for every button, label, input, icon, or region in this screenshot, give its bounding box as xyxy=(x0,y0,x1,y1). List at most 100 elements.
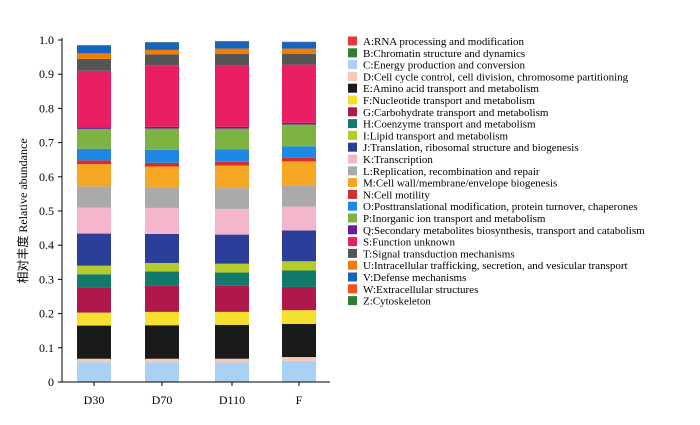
bar-segment xyxy=(145,362,179,382)
bar-segment xyxy=(215,161,249,166)
bar-segment xyxy=(282,360,316,382)
legend-swatch xyxy=(348,272,357,282)
bar-segment xyxy=(77,325,111,359)
legend-swatch xyxy=(348,225,357,235)
bar-segment xyxy=(215,272,249,286)
legend-label: I:Lipid transport and metabolism xyxy=(363,130,509,142)
axes: 0 0.1 0.2 0.3 0.4 0.5 0.6 0.7 0.8 0.9 1.0 D30 D70 D11… xyxy=(15,33,330,407)
bar-segment xyxy=(77,312,111,326)
x-tick-label: D110 xyxy=(219,393,245,407)
legend-label: D:Cell cycle control, cell division, chr… xyxy=(363,71,629,83)
bar-segment xyxy=(215,311,249,325)
legend-swatch xyxy=(348,166,357,176)
bar-segment xyxy=(145,128,179,150)
legend-label: Z:Cytoskeleton xyxy=(363,296,431,308)
legend-label: V:Defense mechanisms xyxy=(363,272,466,284)
x-tick-label: D70 xyxy=(152,393,173,407)
bar-segment xyxy=(282,42,316,49)
bar-segment xyxy=(282,124,316,147)
bar-segment xyxy=(282,157,316,162)
legend-label: S:Function unknown xyxy=(363,237,455,249)
bar-segment xyxy=(215,165,249,189)
bar-segment xyxy=(282,270,316,287)
bar-segment xyxy=(77,186,111,208)
plot-area xyxy=(77,41,316,382)
legend-label: K:Transcription xyxy=(363,154,433,166)
bar-segment xyxy=(77,53,111,59)
bar-segment xyxy=(215,54,249,66)
bar-segment xyxy=(282,206,316,231)
bar-segment xyxy=(215,285,249,312)
legend-swatch xyxy=(348,71,357,81)
legend-swatch xyxy=(348,119,357,129)
legend-label: O:Posttranslational modification, protei… xyxy=(363,201,638,213)
legend-swatch xyxy=(348,142,357,152)
bar-segment xyxy=(282,53,316,65)
legend-label: A:RNA processing and modification xyxy=(363,36,525,48)
bar-segment xyxy=(282,323,316,358)
legend-label: P:Inorganic ion transport and metabolism xyxy=(363,213,546,225)
bar-segment xyxy=(77,362,111,382)
bar-segment xyxy=(145,262,179,272)
bar-segment xyxy=(282,230,316,262)
bar-segment xyxy=(145,126,179,129)
y-tick-label: 0.6 xyxy=(39,170,54,184)
bar-segment xyxy=(145,54,179,66)
bar-segment xyxy=(145,271,179,286)
bar-segment xyxy=(215,41,249,49)
legend-swatch xyxy=(348,201,357,211)
bar-segment xyxy=(77,164,111,187)
bar-segment xyxy=(282,48,316,54)
legend-label: N:Cell motility xyxy=(363,189,430,201)
legend-swatch xyxy=(348,154,357,164)
legend-swatch xyxy=(348,178,357,188)
bar-segment xyxy=(215,48,249,55)
legend-label: B:Chromatin structure and dynamics xyxy=(363,48,525,60)
legend-label: M:Cell wall/membrane/envelope biogenesis xyxy=(363,178,557,190)
bar-segment xyxy=(282,64,316,123)
legend-label: L:Replication, recombination and repair xyxy=(363,166,540,178)
bar-segment xyxy=(215,208,249,235)
bar-segment xyxy=(77,160,111,165)
legend-swatch xyxy=(348,95,357,105)
bar-segment xyxy=(215,358,249,363)
bar-segment xyxy=(77,274,111,288)
bar-segment xyxy=(282,122,316,125)
legend-swatch xyxy=(348,237,357,247)
bar-segment xyxy=(282,261,316,271)
bar-segment xyxy=(77,148,111,161)
bar-segment xyxy=(77,287,111,313)
bar-segment xyxy=(215,126,249,129)
bar-segment xyxy=(77,58,111,71)
y-tick-label: 1.0 xyxy=(39,33,54,47)
legend-swatch xyxy=(348,36,357,46)
bar-segment xyxy=(215,234,249,264)
bar-segment xyxy=(77,45,111,54)
bar-segment xyxy=(145,65,179,127)
x-tick-label: F xyxy=(296,393,303,407)
y-tick-label: 0.4 xyxy=(39,238,54,252)
bar-segment xyxy=(77,70,111,128)
bar-segment xyxy=(145,187,179,208)
y-tick-label: 0.2 xyxy=(39,307,54,321)
y-axis-title: 相对丰度 Relative abundance xyxy=(15,138,30,283)
y-tick-label: 0.1 xyxy=(39,341,54,355)
bar-segment xyxy=(77,207,111,234)
bar-segment xyxy=(145,358,179,363)
bar-segment xyxy=(282,310,316,324)
legend-swatch xyxy=(348,189,357,199)
bar-segment xyxy=(282,357,316,361)
bar-segment xyxy=(145,311,179,326)
bar-segment xyxy=(215,263,249,273)
bar-segment xyxy=(77,265,111,275)
legend-swatch xyxy=(348,284,357,294)
bar-segment xyxy=(282,185,316,207)
legend-swatch xyxy=(348,260,357,270)
y-tick-label: 0.8 xyxy=(39,101,54,115)
bar-segment xyxy=(215,324,249,359)
bar-segment xyxy=(145,233,179,263)
bar-segment xyxy=(77,358,111,363)
legend-label: H:Coenzyme transport and metabolism xyxy=(363,119,536,131)
legend-label: T:Signal transduction mechanisms xyxy=(363,248,515,260)
legend-label: F:Nucleotide transport and metabolism xyxy=(363,95,535,107)
